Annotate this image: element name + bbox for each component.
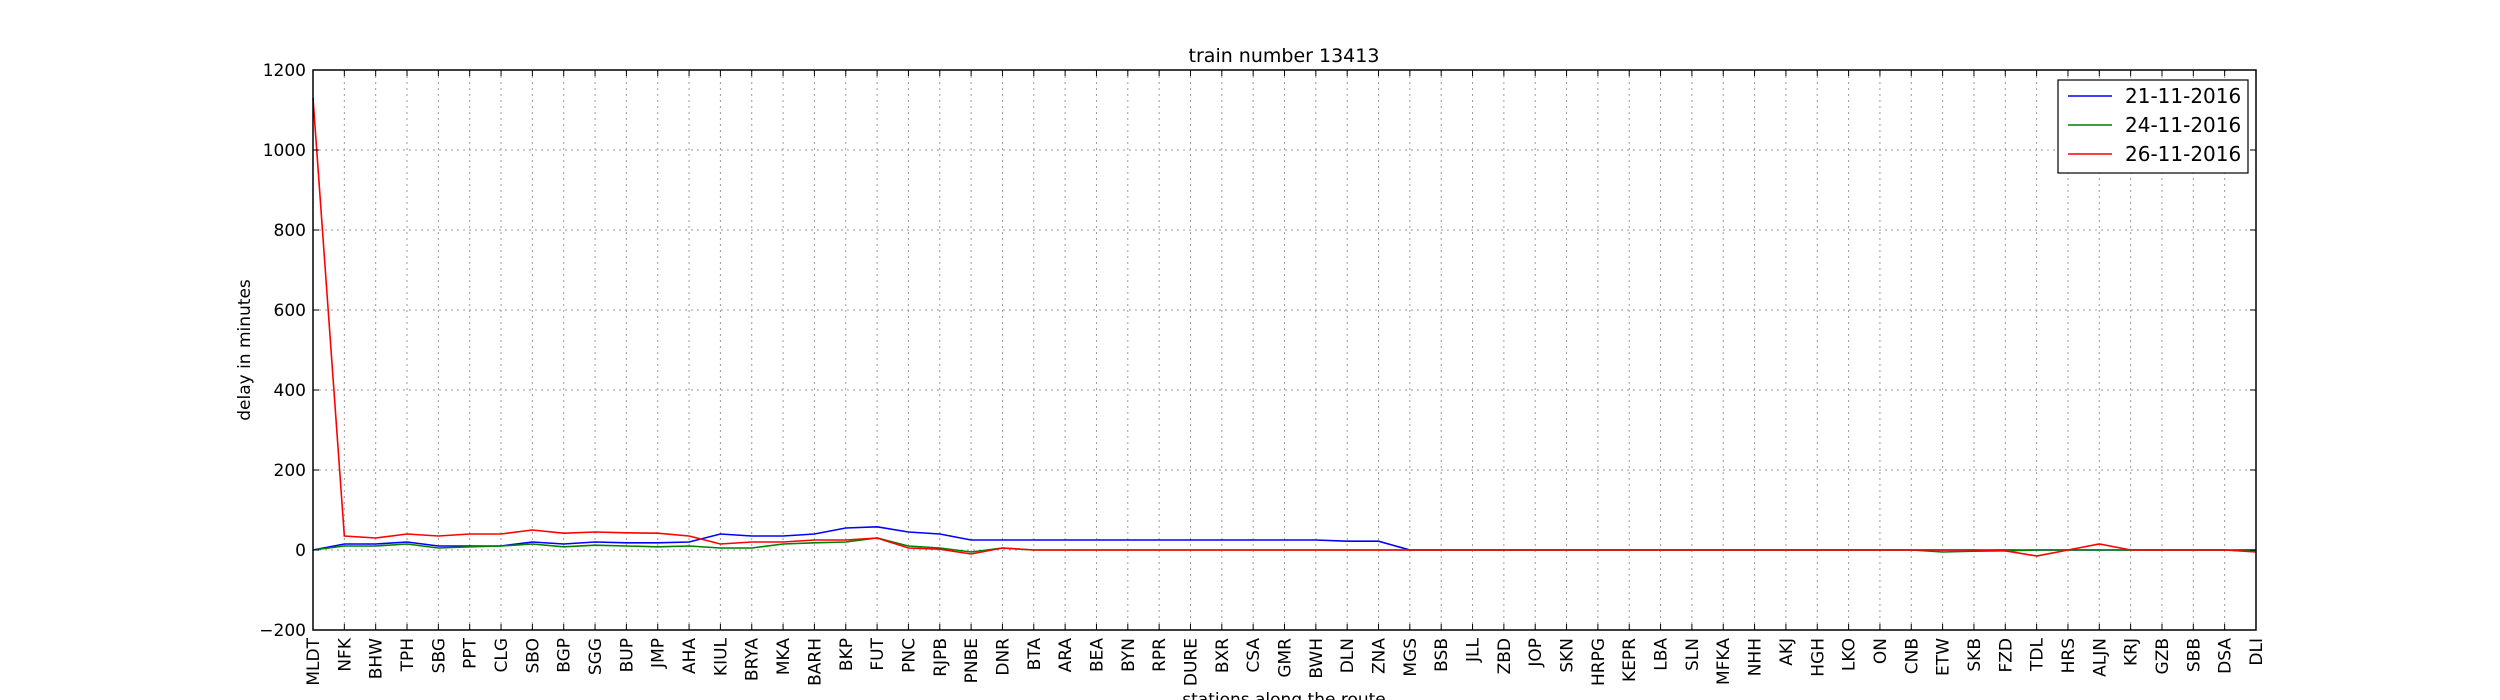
y-tick-label: 600 bbox=[274, 301, 306, 321]
x-tick-label: AHA bbox=[680, 638, 700, 674]
x-tick-label: HRPG bbox=[1589, 638, 1609, 686]
y-tick-label: 1200 bbox=[263, 61, 306, 81]
x-tick-label: DLN bbox=[1338, 638, 1358, 673]
x-tick-label: CNB bbox=[1902, 638, 1922, 674]
x-tick-label: BTA bbox=[1025, 638, 1045, 671]
x-tick-label: HGH bbox=[1808, 638, 1828, 677]
x-tick-label: SBO bbox=[523, 638, 543, 674]
x-tick-label: AKJ bbox=[1777, 638, 1797, 666]
x-tick-label: BSB bbox=[1432, 638, 1452, 672]
x-tick-label: MLDT bbox=[304, 637, 324, 685]
x-tick-label: LKO bbox=[1840, 638, 1860, 671]
x-tick-label: DLI bbox=[2247, 638, 2267, 666]
y-tick-label: 1000 bbox=[263, 141, 306, 161]
x-tick-label: NHH bbox=[1746, 638, 1766, 676]
x-tick-label: CSA bbox=[1244, 638, 1264, 673]
x-tick-label: BXR bbox=[1213, 638, 1233, 673]
tick-marks bbox=[312, 69, 2257, 631]
x-tick-label: SKN bbox=[1558, 638, 1578, 673]
x-tick-label: FUT bbox=[868, 637, 888, 670]
x-tick-label: BKP bbox=[837, 638, 857, 671]
x-tick-label: JMP bbox=[649, 638, 669, 669]
x-tick-label: DURE bbox=[1181, 638, 1201, 686]
x-tick-label: RJPB bbox=[931, 638, 951, 677]
x-tick-label: BGP bbox=[555, 638, 575, 673]
x-tick-label: BWH bbox=[1307, 638, 1327, 679]
x-tick-label: ALJN bbox=[2090, 638, 2110, 677]
x-tick-label: PNC bbox=[899, 638, 919, 673]
x-tick-label: MKA bbox=[774, 638, 794, 676]
x-tick-label: BRYA bbox=[743, 638, 763, 681]
x-tick-label: SGG bbox=[586, 638, 606, 675]
x-tick-label: HRS bbox=[2059, 638, 2079, 673]
x-tick-label: KEPR bbox=[1620, 638, 1640, 682]
series-lines bbox=[312, 97, 2257, 557]
x-tick-label: NFK bbox=[335, 637, 355, 671]
x-tick-label: ON bbox=[1871, 638, 1891, 664]
x-tick-label: MFKA bbox=[1714, 638, 1734, 685]
x-tick-label: SKB bbox=[1965, 638, 1985, 672]
x-tick-label: BYN bbox=[1119, 638, 1139, 672]
x-tick-label: GMR bbox=[1276, 638, 1296, 678]
x-tick-label: KRJ bbox=[2122, 638, 2142, 666]
x-tick-label: ETW bbox=[1934, 638, 1954, 676]
chart-title: train number 13413 bbox=[1189, 45, 1380, 67]
x-tick-labels: MLDT NFK BHW TPH SBG PPT CLG SBO BGP SGG BUP JMP AHA… bbox=[304, 637, 2267, 686]
x-tick-label: PPT bbox=[461, 637, 481, 669]
y-tick-label: 400 bbox=[274, 381, 306, 401]
x-tick-label: CLG bbox=[492, 638, 512, 673]
legend-entry-3: 26-11-2016 bbox=[2125, 142, 2241, 166]
x-tick-label: BEA bbox=[1087, 638, 1107, 672]
x-tick-label: TPH bbox=[398, 638, 418, 672]
x-tick-label: SBB bbox=[2184, 638, 2204, 672]
x-tick-label: ZNA bbox=[1370, 638, 1390, 674]
x-tick-label: ARA bbox=[1056, 638, 1076, 673]
y-tick-label: 200 bbox=[274, 461, 306, 481]
y-tick-labels: −200 0 200 400 600 800 1000 1200 bbox=[259, 61, 306, 641]
y-tick-label: 800 bbox=[274, 221, 306, 241]
x-tick-label: RPR bbox=[1150, 638, 1170, 672]
x-tick-label: MGS bbox=[1401, 638, 1421, 677]
x-tick-label: TDL bbox=[2028, 637, 2048, 671]
x-tick-label: BARH bbox=[805, 638, 825, 686]
x-tick-label: SBG bbox=[429, 638, 449, 673]
y-tick-label: −200 bbox=[259, 621, 306, 641]
x-tick-label: DSA bbox=[2216, 638, 2236, 674]
legend-entry-2: 24-11-2016 bbox=[2125, 113, 2241, 137]
y-axis-label: delay in minutes bbox=[235, 279, 255, 421]
legend-entry-1: 21-11-2016 bbox=[2125, 84, 2241, 108]
x-tick-label: KIUL bbox=[711, 637, 731, 676]
x-tick-label: ZBD bbox=[1495, 638, 1515, 674]
x-axis-label: stations along the route bbox=[1182, 690, 1386, 700]
legend: 21-11-2016 24-11-2016 26-11-2016 bbox=[2057, 79, 2249, 174]
x-tick-label: FZD bbox=[1996, 638, 2016, 673]
x-tick-label: LBA bbox=[1652, 638, 1672, 671]
x-tick-label: JLL bbox=[1464, 637, 1484, 662]
x-tick-label: SLN bbox=[1683, 638, 1703, 671]
x-tick-label: GZB bbox=[2153, 638, 2173, 674]
x-tick-label: DNR bbox=[993, 638, 1013, 676]
x-tick-label: BHW bbox=[367, 638, 387, 679]
x-tick-label: BUP bbox=[617, 638, 637, 672]
x-tick-label: JOP bbox=[1526, 638, 1546, 668]
series-line-3 bbox=[312, 97, 2257, 557]
y-tick-label: 0 bbox=[295, 541, 306, 561]
x-tick-label: PNBE bbox=[962, 638, 982, 683]
